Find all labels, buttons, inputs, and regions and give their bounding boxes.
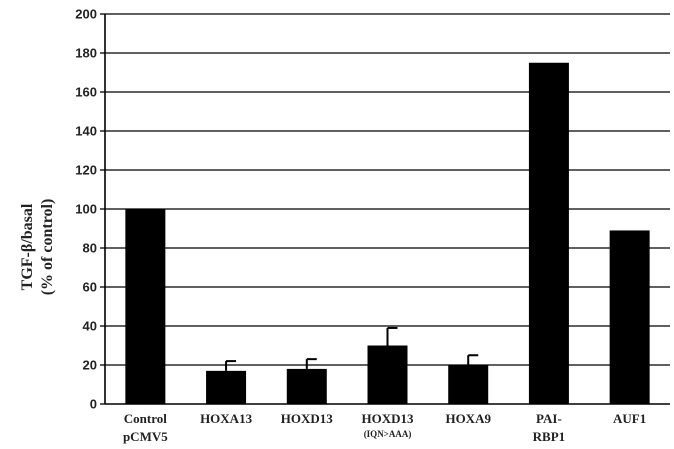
y-tick-label: 140: [75, 124, 97, 139]
y-axis-label-sub: (% of control): [39, 199, 56, 296]
x-category-label-line2: pCMV5: [123, 429, 168, 444]
y-tick-label: 20: [83, 358, 97, 373]
x-category-label: PAI-: [536, 411, 562, 426]
bar: [448, 365, 489, 404]
bars: [125, 62, 650, 404]
y-tick-label: 100: [75, 202, 97, 217]
x-category-label-line2: (IQN>AAA): [364, 429, 412, 439]
x-category-label: Control: [124, 411, 167, 426]
bar: [125, 209, 166, 404]
y-tick-label: 40: [83, 319, 97, 334]
x-category-label: HOXA9: [445, 411, 491, 426]
y-tick-label: 80: [83, 241, 97, 256]
x-category-label-line2: RBP1: [533, 429, 566, 444]
bar: [609, 230, 650, 404]
bar: [528, 62, 569, 404]
x-category-label: HOXD13: [362, 411, 415, 426]
x-category-label: AUF1: [613, 411, 646, 426]
bar: [367, 345, 408, 404]
y-tick-label: 60: [83, 280, 97, 295]
y-tick-label: 120: [75, 163, 97, 178]
y-tick-labels: 0 20 40 60 80 100 120 140 160 180 200: [75, 7, 97, 412]
y-tick-label: 180: [75, 46, 97, 61]
axes: [104, 14, 670, 405]
x-category-label: HOXA13: [200, 411, 253, 426]
error-bars: [225, 326, 479, 371]
y-tick-label: 0: [90, 397, 97, 412]
bar: [206, 370, 247, 404]
gridlines: [100, 13, 670, 405]
y-tick-label: 200: [75, 7, 97, 22]
y-axis-label: TGF-β/basal: [19, 203, 36, 290]
y-tick-label: 160: [75, 85, 97, 100]
x-category-label: HOXD13: [281, 411, 334, 426]
x-category-labels: Control pCMV5 HOXA13 HOXD13 HOXD13 (IQN>AAA) H…: [123, 411, 646, 444]
bar: [286, 368, 327, 404]
